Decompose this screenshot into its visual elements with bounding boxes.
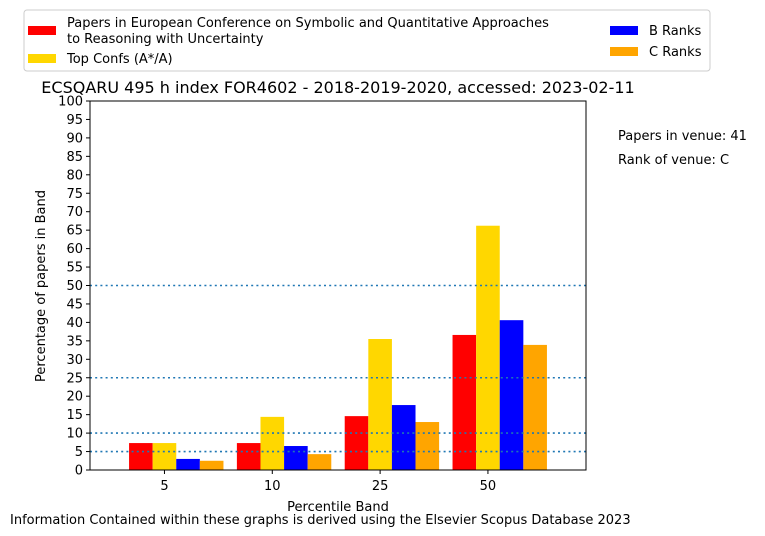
bar-series-1-cat-5 bbox=[152, 443, 177, 470]
y-tick-label: 55 bbox=[66, 261, 83, 276]
bars bbox=[129, 225, 547, 470]
x-tick-label: 10 bbox=[264, 479, 281, 494]
y-tick-label: 30 bbox=[66, 353, 83, 368]
y-tick-label: 80 bbox=[66, 168, 83, 183]
footer-source-note: Information Contained within these graph… bbox=[10, 513, 631, 528]
y-tick-label: 70 bbox=[66, 205, 83, 220]
y-tick-label: 90 bbox=[66, 131, 83, 146]
y-tick-label: 35 bbox=[66, 334, 83, 349]
bar-series-1-cat-50 bbox=[476, 225, 500, 470]
annotation-papers-in-venue: Papers in venue: 41 bbox=[618, 129, 747, 144]
legend-label-series-2: B Ranks bbox=[649, 24, 702, 39]
bar-series-0-cat-10 bbox=[236, 443, 261, 470]
legend-frame bbox=[23, 9, 711, 72]
legend-swatch-series-1 bbox=[28, 54, 56, 63]
annotation-rank-of-venue: Rank of venue: C bbox=[618, 153, 729, 168]
y-tick-label: 65 bbox=[66, 224, 83, 239]
y-tick-label: 40 bbox=[66, 316, 83, 331]
bar-series-0-cat-50 bbox=[452, 334, 477, 470]
legend-label-series-3: C Ranks bbox=[649, 45, 702, 60]
bar-series-1-cat-10 bbox=[260, 416, 285, 470]
y-tick-label: 15 bbox=[66, 408, 83, 423]
bar-series-3-cat-5 bbox=[199, 460, 224, 470]
y-tick-label: 45 bbox=[66, 297, 83, 312]
legend-swatch-series-3 bbox=[610, 47, 638, 56]
bar-series-3-cat-10 bbox=[307, 454, 332, 470]
y-tick-label: 85 bbox=[66, 150, 83, 165]
y-tick-label: 50 bbox=[66, 279, 83, 294]
bar-series-2-cat-25 bbox=[391, 405, 416, 470]
bar-series-0-cat-25 bbox=[344, 416, 369, 470]
bar-series-1-cat-25 bbox=[368, 339, 392, 470]
y-tick-label: 25 bbox=[66, 371, 83, 386]
y-tick-label: 100 bbox=[58, 95, 83, 110]
chart-title: ECSQARU 495 h index FOR4602 - 2018-2019-… bbox=[41, 78, 634, 97]
legend-label-series-0-line-1: Papers in European Conference on Symboli… bbox=[67, 16, 549, 31]
bar-series-2-cat-10 bbox=[284, 446, 308, 470]
y-tick-label: 10 bbox=[66, 427, 83, 442]
y-tick-label: 20 bbox=[66, 390, 83, 405]
legend-label-series-0-line-2: to Reasoning with Uncertainty bbox=[67, 32, 264, 47]
legend: Papers in European Conference on Symboli… bbox=[23, 9, 711, 72]
y-tick-label: 75 bbox=[66, 187, 83, 202]
y-axis-label: Percentage of papers in Band bbox=[34, 190, 49, 382]
bar-series-2-cat-50 bbox=[499, 320, 524, 470]
plot-frame bbox=[89, 100, 587, 471]
x-tick-label: 5 bbox=[160, 479, 168, 494]
x-axis: 5 10 25 50 bbox=[160, 470, 496, 494]
bar-series-0-cat-5 bbox=[129, 443, 153, 470]
bar-series-3-cat-25 bbox=[415, 422, 440, 470]
y-tick-label: 60 bbox=[66, 242, 83, 257]
legend-label-series-1: Top Confs (A*/A) bbox=[66, 52, 173, 67]
bar-series-3-cat-50 bbox=[523, 344, 547, 470]
y-tick-label: 5 bbox=[75, 445, 83, 460]
x-tick-label: 50 bbox=[480, 479, 497, 494]
x-axis-label: Percentile Band bbox=[287, 500, 389, 515]
y-tick-label: 0 bbox=[75, 464, 83, 479]
bar-series-2-cat-5 bbox=[176, 458, 200, 470]
legend-swatch-series-2 bbox=[610, 26, 638, 35]
y-axis: 0 5 10 15 20 25 30 35 40 45 50 55 60 65 70 75 80 85 90 95 10… bbox=[58, 95, 90, 479]
legend-swatch-series-0 bbox=[28, 26, 56, 35]
x-tick-label: 25 bbox=[372, 479, 389, 494]
y-tick-label: 95 bbox=[66, 113, 83, 128]
